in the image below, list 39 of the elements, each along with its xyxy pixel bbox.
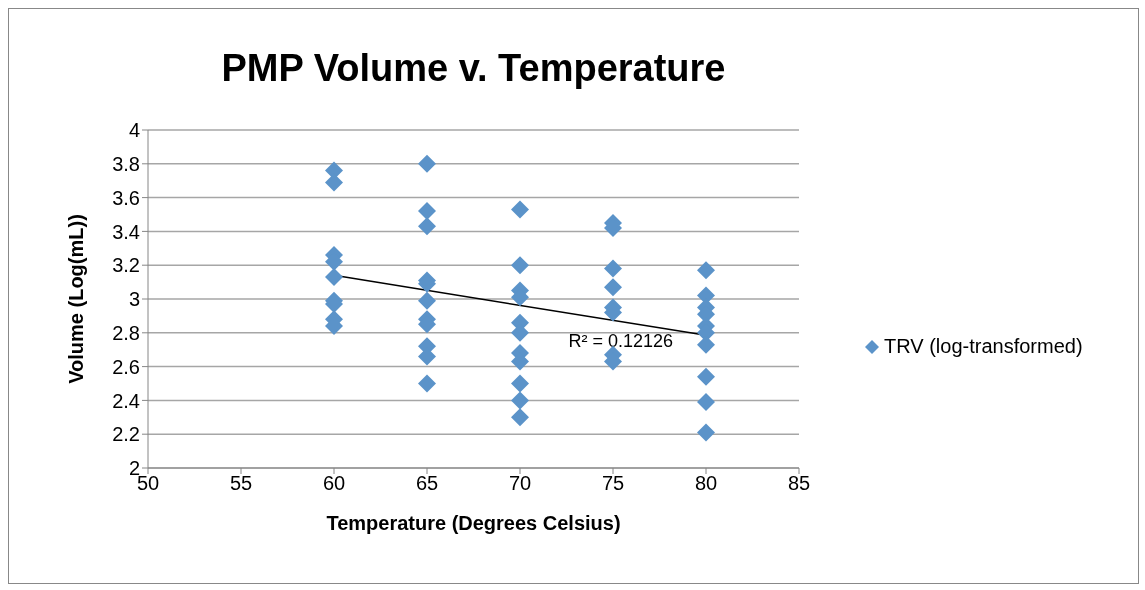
y-tick-label: 3.6 xyxy=(112,186,140,209)
x-tick-label: 75 xyxy=(601,472,625,495)
point xyxy=(511,408,529,427)
x-tick-label: 65 xyxy=(415,472,439,495)
annotation: R² = 0.12126 xyxy=(568,331,673,351)
point xyxy=(511,200,529,219)
chart-title: PMP Volume v. Temperature xyxy=(220,47,727,90)
y-tick-label: 3.2 xyxy=(112,254,140,277)
point xyxy=(418,154,436,173)
x-tick-label: 70 xyxy=(508,472,532,495)
y-tick-label: 3.8 xyxy=(112,152,140,175)
point xyxy=(697,393,715,412)
y-tick-label: 2.2 xyxy=(112,423,140,446)
x-tick-label: 60 xyxy=(322,472,346,495)
point xyxy=(697,261,715,280)
y-tick-label: 2.8 xyxy=(112,321,140,344)
point xyxy=(325,268,343,287)
y-tick-label: 2.6 xyxy=(112,355,140,378)
x-axis-title: Temperature (Degrees Celsius) xyxy=(326,512,621,534)
y-tick-label: 2.4 xyxy=(112,389,140,412)
point xyxy=(511,256,529,275)
point xyxy=(418,291,436,310)
point xyxy=(418,374,436,393)
y-tick-label: 4 xyxy=(128,119,140,142)
y-tick-label: 3.4 xyxy=(112,220,140,243)
y-tick-label: 3 xyxy=(128,288,140,311)
x-tick-label: 85 xyxy=(787,472,811,495)
point xyxy=(511,374,529,393)
point xyxy=(604,278,622,297)
point xyxy=(697,367,715,386)
y-axis-title: Volume (Log(mL)) xyxy=(65,214,88,384)
x-tick-label: 55 xyxy=(229,472,253,495)
point xyxy=(511,391,529,410)
point xyxy=(604,259,622,278)
point xyxy=(418,202,436,221)
point xyxy=(418,217,436,236)
point xyxy=(697,423,715,442)
legend-label: TRV (log-transformed) xyxy=(884,335,1083,358)
x-tick-label: 80 xyxy=(694,472,718,495)
